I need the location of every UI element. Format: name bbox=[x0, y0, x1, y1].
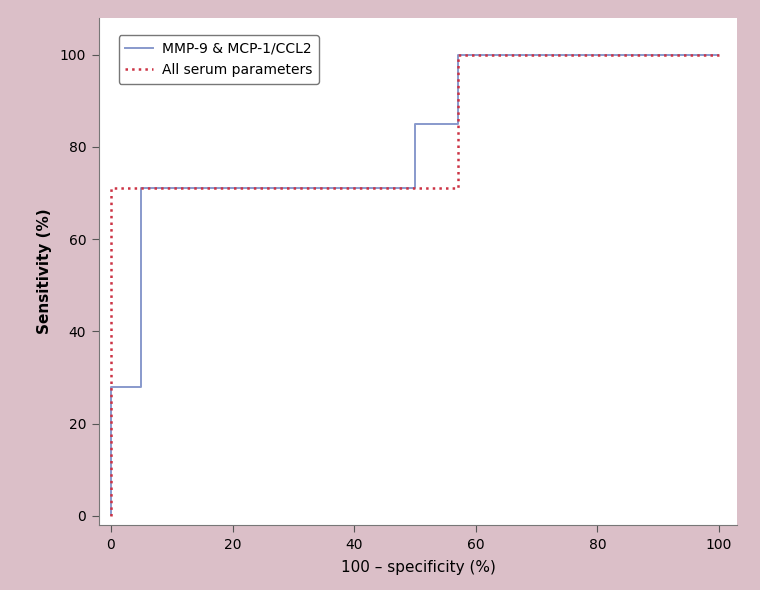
All serum parameters bbox=[106, 185, 116, 192]
MMP-9 & MCP-1/CCL2 bbox=[137, 383, 146, 390]
MMP-9 & MCP-1/CCL2 bbox=[106, 383, 116, 390]
Line: All serum parameters: All serum parameters bbox=[111, 55, 719, 516]
MMP-9 & MCP-1/CCL2 bbox=[410, 185, 420, 192]
MMP-9 & MCP-1/CCL2 bbox=[453, 51, 462, 58]
MMP-9 & MCP-1/CCL2 bbox=[453, 120, 462, 127]
All serum parameters bbox=[453, 51, 462, 58]
X-axis label: 100 – specificity (%): 100 – specificity (%) bbox=[340, 560, 496, 575]
MMP-9 & MCP-1/CCL2 bbox=[714, 51, 724, 58]
Legend: MMP-9 & MCP-1/CCL2, All serum parameters: MMP-9 & MCP-1/CCL2, All serum parameters bbox=[119, 35, 319, 84]
All serum parameters bbox=[714, 51, 724, 58]
All serum parameters bbox=[106, 512, 116, 519]
Y-axis label: Sensitivity (%): Sensitivity (%) bbox=[36, 209, 52, 334]
Line: MMP-9 & MCP-1/CCL2: MMP-9 & MCP-1/CCL2 bbox=[111, 55, 719, 516]
MMP-9 & MCP-1/CCL2 bbox=[106, 512, 116, 519]
MMP-9 & MCP-1/CCL2 bbox=[137, 185, 146, 192]
MMP-9 & MCP-1/CCL2 bbox=[410, 120, 420, 127]
All serum parameters bbox=[453, 185, 462, 192]
